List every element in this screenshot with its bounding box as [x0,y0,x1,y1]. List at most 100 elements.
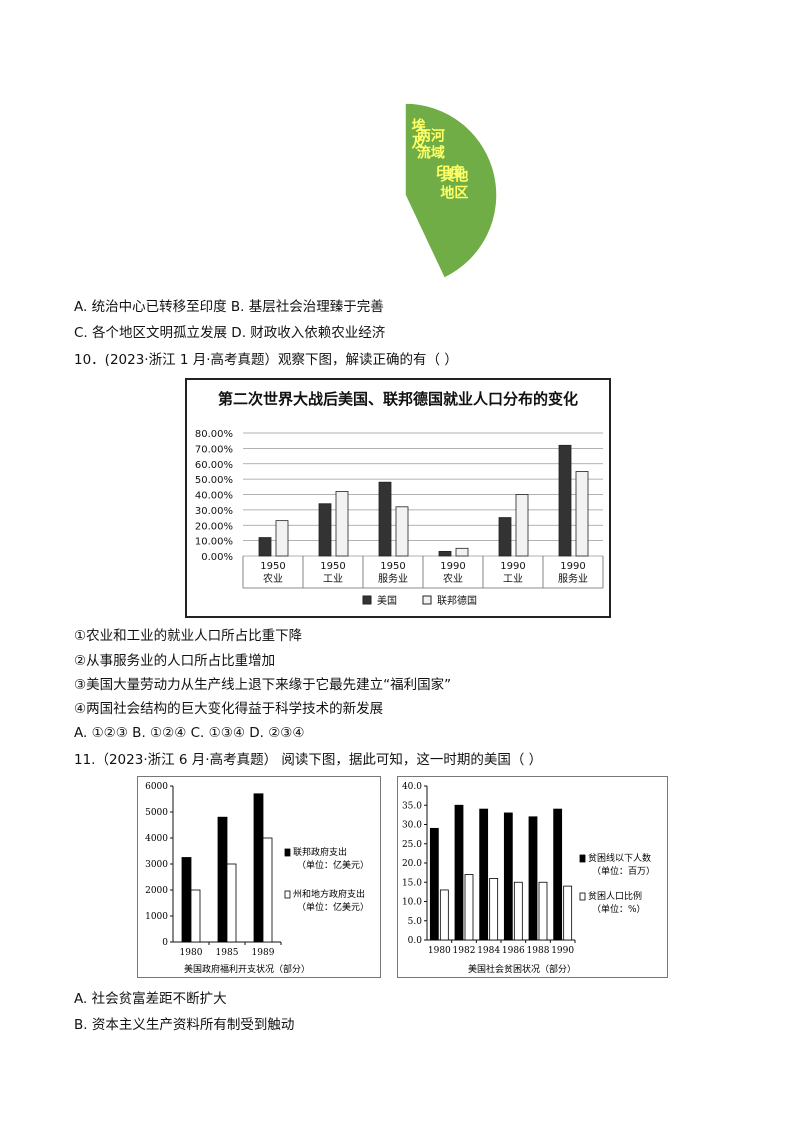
q10-category-sector: 工业 [503,573,523,585]
pie-label-mesopotamia: 两河 [417,128,445,145]
q11b-ytick: 30.0 [402,821,422,831]
pie-label-other: 其他 [440,167,468,184]
q10-bar-usa [438,550,452,557]
q11b-legend-name: 贫困线以下人数 [588,852,651,864]
q11b-ytick: 35.0 [402,801,422,811]
q11a-legend-unit: （单位：亿美元） [297,859,369,871]
q10-category-year: 1990 [440,561,465,572]
q10-bar-frg [395,506,409,557]
q11-welfare-caption: 美国政府福利开支状况（部分） [184,963,310,975]
q11a-ytick: 2000 [145,886,168,896]
q11b-bar-series2 [538,881,548,941]
q10-bar-frg [515,494,529,557]
q11b-bar-series1 [479,808,489,941]
q11-poverty-caption: 美国社会贫困状况（部分） [468,963,576,975]
q10-bar-frg [335,491,349,557]
q11b-ytick: 20.0 [402,859,422,869]
q11a-ytick: 3000 [145,860,168,870]
q10-legend-swatch-usa [362,595,372,605]
q11a-ytick: 4000 [145,834,168,844]
q11b-legend-swatch [579,892,586,901]
q10-bar-usa [558,444,572,557]
q11a-ytick: 6000 [145,782,168,792]
q10-category-sector: 服务业 [378,572,408,585]
q10-bar-usa [498,517,512,557]
q11-welfare-chart: 0 1000 2000 3000 4000 5000 6000 1980 1985 1989 联邦… [137,776,381,978]
q10-ytick: 0.00% [201,552,233,563]
q10-statement-3: ③美国大量劳动力从生产线上退下来缘于它最先建立“福利国家” [74,677,452,693]
q11a-legend-swatch [284,890,291,899]
pie-label-india: 印度 [436,164,465,181]
q11b-ytick: 40.0 [402,782,422,792]
q10-statement-4: ④两国社会结构的巨大变化得益于科学技术的新发展 [74,701,384,717]
q11a-ytick: 0 [162,938,168,948]
q10-ytick: 10.00% [195,537,233,548]
q11a-legend-name: 州和地方政府支出 [293,888,365,900]
q11b-legend-unit: （单位：百万） [592,865,655,877]
q11b-bar-series2 [563,885,573,941]
q10-legend-usa: 美国 [377,594,397,607]
q11b-ytick: 5.0 [408,917,423,927]
q11b-legend-unit: （单位：%） [592,903,646,915]
q10-bar-usa [318,503,332,557]
q9-options-line2: C. 各个地区文明孤立发展 D. 财政收入依赖农业经济 [74,325,386,341]
q11-option-b: B. 资本主义生产资料所有制受到触动 [74,1017,295,1033]
q11b-bar-series1 [429,827,439,941]
q10-category-sector: 农业 [263,572,283,585]
q10-category-sector: 工业 [323,573,343,585]
q11a-bar-series2 [226,863,237,943]
q11a-xtick: 1989 [252,948,275,958]
q9-options-line1: A. 统治中心已转移至印度 B. 基层社会治理臻于完善 [74,299,384,315]
q10-statement-1: ①农业和工业的就业人口所占比重下降 [74,628,303,644]
q10-ytick: 60.00% [195,460,233,471]
q11b-legend-name: 贫困人口比例 [588,890,642,902]
q11b-xtick: 1990 [551,946,574,956]
q10-category-year: 1950 [260,561,285,572]
q11b-xtick: 1980 [428,946,451,956]
q11a-bar-series1 [217,816,228,943]
q10-category-year: 1990 [560,561,585,572]
q10-bar-usa [378,481,392,557]
q11b-xtick: 1984 [477,946,500,956]
q10-stem: 10．(2023·浙江 1 月·高考真题）观察下图，解读正确的有（ ） [74,352,458,368]
q10-ytick: 30.00% [195,506,233,517]
q11b-xtick: 1988 [527,946,550,956]
q11b-ytick: 0.0 [408,936,423,946]
q10-category-sector: 服务业 [558,572,588,585]
q10-statement-2: ②从事服务业的人口所占比重增加 [74,653,276,669]
q10-ytick: 20.00% [195,521,233,532]
q11b-legend-swatch [579,854,586,863]
q11a-bar-series2 [262,837,273,943]
q11a-legend-swatch [284,848,291,857]
q10-category-sector: 农业 [443,572,463,585]
q11b-bar-series2 [489,878,499,941]
q11a-legend-name: 联邦政府支出 [293,846,347,858]
q11b-bar-series1 [553,808,563,941]
q11b-ytick: 25.0 [402,840,422,850]
q11a-bar-series1 [253,793,264,943]
q10-ytick: 70.00% [195,444,233,455]
q11a-legend-unit: （单位：亿美元） [297,901,369,913]
q10-category-year: 1950 [380,561,405,572]
q11b-bar-series1 [454,804,464,941]
q10-bar-frg [455,547,469,557]
q11a-ytick: 5000 [145,808,168,818]
q10-legend-frg: 联邦德国 [437,594,477,607]
q10-bar-frg [575,471,589,557]
q11a-bar-series1 [181,857,192,943]
q10-chart-title: 第二次世界大战后美国、联邦德国就业人口分布的变化 [218,390,578,408]
q11a-bar-series2 [190,889,201,943]
pie-label-egypt: 及 [412,135,427,151]
q11a-xtick: 1980 [180,948,203,958]
pie-slice-other [404,102,498,280]
q11a-xtick: 1985 [216,948,239,958]
q10-legend-swatch-frg [422,595,432,605]
pie-label-other: 地区 [440,184,468,201]
q11b-bar-series1 [528,816,538,941]
q11-stem: 11.（2023·浙江 6 月·高考真题） 阅读下图，据此可知，这一时期的美国（… [74,752,543,768]
q11b-bar-series2 [439,889,449,941]
q10-category-year: 1990 [500,561,525,572]
q10-ytick: 50.00% [195,475,233,486]
